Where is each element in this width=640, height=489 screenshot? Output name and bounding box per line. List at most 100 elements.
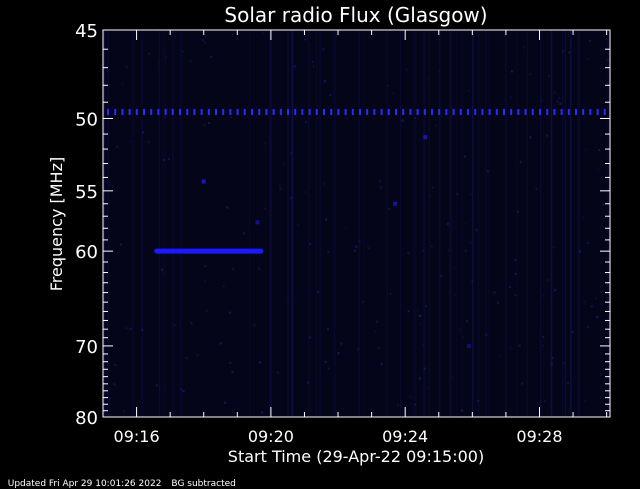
noise-speck bbox=[264, 207, 267, 210]
interference-dot bbox=[445, 109, 448, 115]
noise-speck bbox=[167, 158, 170, 161]
noise-speck bbox=[407, 310, 410, 313]
noise-speck bbox=[158, 385, 161, 388]
noise-speck bbox=[461, 336, 464, 339]
spot-mark bbox=[466, 343, 471, 348]
interference-dot bbox=[495, 109, 498, 115]
interference-dot bbox=[467, 109, 469, 115]
noise-speck bbox=[379, 179, 382, 182]
noise-speck bbox=[120, 243, 123, 246]
noise-speck bbox=[446, 222, 449, 225]
interference-dot bbox=[323, 109, 325, 115]
spot-mark bbox=[255, 220, 260, 225]
noise-speck bbox=[509, 286, 512, 289]
noise-speck bbox=[389, 292, 392, 295]
noise-speck bbox=[108, 414, 111, 417]
spot-mark bbox=[393, 201, 398, 206]
noise-speck bbox=[519, 160, 522, 163]
interference-dot bbox=[222, 109, 225, 115]
interference-dot bbox=[423, 109, 426, 115]
noise-speck bbox=[464, 155, 467, 158]
noise-speck bbox=[203, 41, 206, 44]
interference-dot bbox=[258, 109, 261, 115]
noise-speck bbox=[231, 371, 234, 374]
noise-speck bbox=[571, 330, 574, 333]
x-axis-label: Start Time (29-Apr-22 09:15:00) bbox=[228, 447, 484, 466]
noise-speck bbox=[157, 62, 160, 65]
interference-dot bbox=[344, 109, 347, 115]
noise-speck bbox=[598, 149, 601, 152]
noise-speck bbox=[329, 94, 332, 97]
noise-speck bbox=[431, 186, 434, 189]
noise-speck bbox=[122, 410, 125, 413]
noise-speck bbox=[258, 267, 261, 270]
noise-speck bbox=[606, 59, 609, 62]
noise-speck bbox=[516, 210, 519, 213]
interference-dot bbox=[272, 109, 275, 115]
noise-speck bbox=[427, 78, 430, 81]
noise-speck bbox=[514, 258, 517, 261]
interference-dot bbox=[575, 109, 577, 115]
noise-speck bbox=[535, 187, 538, 190]
noise-speck bbox=[181, 50, 184, 53]
noise-speck bbox=[309, 336, 312, 339]
noise-speck bbox=[405, 68, 408, 71]
noise-speck bbox=[262, 31, 265, 34]
noise-speck bbox=[509, 96, 512, 99]
noise-speck bbox=[440, 274, 443, 277]
noise-speck bbox=[355, 245, 358, 248]
noise-speck bbox=[510, 70, 513, 73]
noise-speck bbox=[422, 249, 425, 252]
interference-dot bbox=[171, 109, 174, 115]
y-tick-label: 50 bbox=[75, 109, 98, 130]
interference-dot bbox=[251, 109, 253, 115]
x-tick-label: 09:24 bbox=[382, 427, 428, 446]
noise-speck bbox=[339, 30, 342, 33]
noise-speck bbox=[578, 249, 581, 252]
interference-dot bbox=[315, 109, 318, 115]
noise-speck bbox=[103, 353, 106, 356]
noise-speck bbox=[307, 207, 310, 210]
noise-speck bbox=[590, 305, 593, 308]
x-tick-label: 09:20 bbox=[248, 427, 294, 446]
noise-speck bbox=[312, 65, 315, 68]
noise-speck bbox=[259, 361, 262, 364]
noise-speck bbox=[290, 152, 293, 155]
noise-speck bbox=[497, 301, 500, 304]
noise-speck bbox=[309, 243, 312, 246]
x-tick-label: 09:16 bbox=[114, 427, 160, 446]
noise-speck bbox=[282, 163, 285, 166]
noise-speck bbox=[547, 74, 550, 77]
noise-speck bbox=[142, 131, 145, 134]
noise-speck bbox=[419, 314, 422, 317]
spot-mark bbox=[423, 135, 428, 140]
chart-title: Solar radio Flux (Glasgow) bbox=[224, 3, 487, 27]
noise-speck bbox=[261, 411, 264, 414]
y-tick-label: 70 bbox=[75, 337, 98, 358]
noise-speck bbox=[164, 55, 167, 58]
noise-speck bbox=[453, 293, 456, 296]
y-axis-label: Frequency [MHz] bbox=[47, 157, 66, 291]
noise-speck bbox=[529, 136, 532, 139]
interference-dot bbox=[603, 109, 606, 115]
noise-speck bbox=[226, 206, 229, 209]
noise-speck bbox=[422, 344, 425, 347]
noise-speck bbox=[161, 268, 164, 271]
interference-dot bbox=[279, 109, 282, 115]
noise-speck bbox=[345, 226, 348, 229]
noise-speck bbox=[287, 300, 290, 303]
noise-speck bbox=[471, 280, 474, 283]
noise-speck bbox=[114, 363, 117, 366]
noise-speck bbox=[475, 229, 478, 232]
noise-speck bbox=[586, 58, 589, 61]
background-note: BG subtracted bbox=[171, 479, 236, 489]
noise-speck bbox=[125, 327, 128, 330]
noise-speck bbox=[509, 347, 512, 350]
interference-dot bbox=[488, 109, 491, 115]
noise-speck bbox=[456, 192, 459, 195]
noise-speck bbox=[185, 357, 188, 360]
interference-dot bbox=[337, 109, 340, 115]
y-tick-label: 60 bbox=[75, 242, 98, 263]
noise-speck bbox=[113, 383, 116, 386]
